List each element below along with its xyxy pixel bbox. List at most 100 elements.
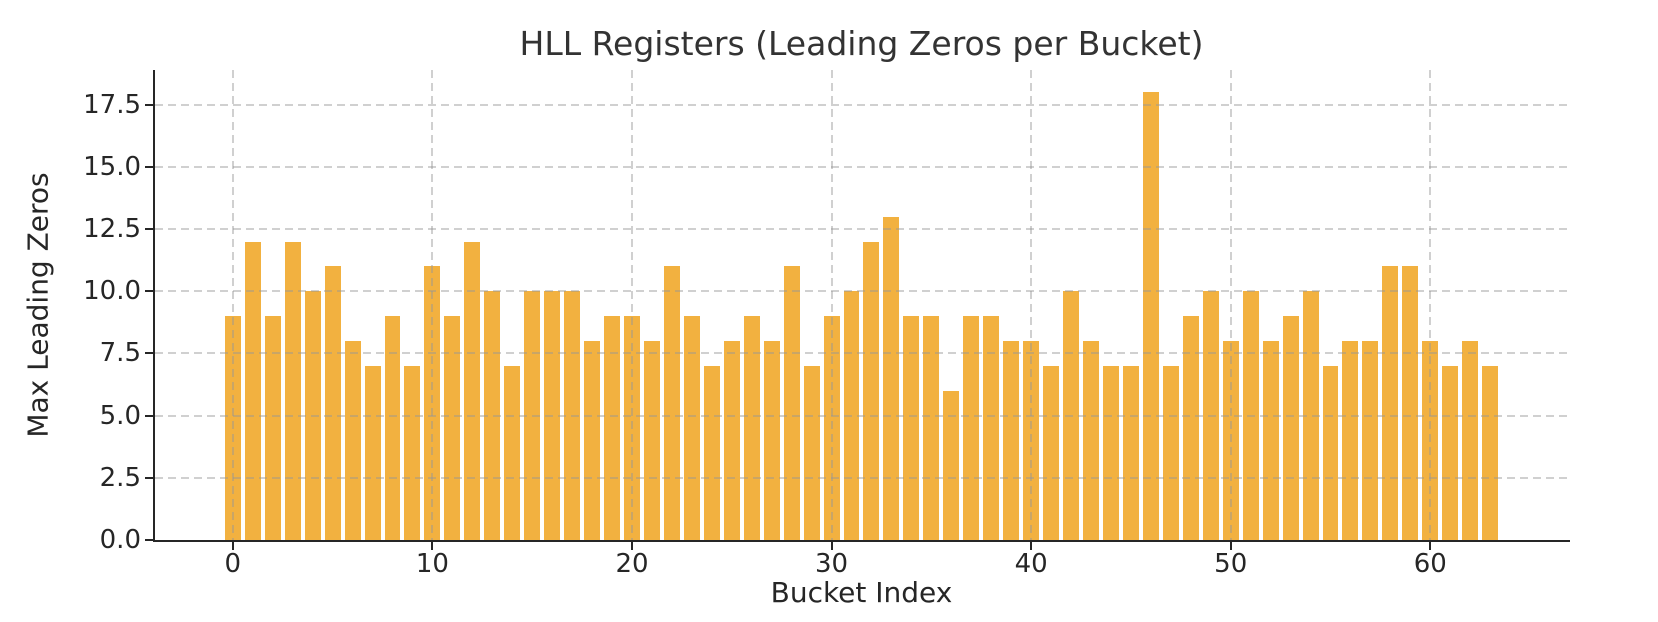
y-tick-label: 0.0	[99, 525, 141, 555]
bar-bucket-22	[663, 266, 680, 540]
bar-bucket-57	[1362, 341, 1379, 540]
h-gridline-10.0	[155, 290, 1568, 293]
chart-title: HLL Registers (Leading Zeros per Bucket)	[519, 24, 1204, 63]
bar-bucket-62	[1462, 341, 1479, 540]
y-tick-mark	[145, 414, 153, 417]
plot-area	[155, 70, 1568, 540]
x-tick-mark	[830, 542, 833, 550]
y-tick-label: 5.0	[99, 400, 141, 431]
bar-bucket-37	[963, 316, 980, 540]
v-gridline-10	[431, 70, 434, 540]
bar-bucket-45	[1122, 365, 1139, 540]
y-tick-label: 12.5	[83, 214, 141, 245]
h-gridline-12.5	[155, 228, 1568, 231]
bar-bucket-60	[1422, 341, 1439, 540]
bar-bucket-54	[1302, 291, 1319, 540]
y-tick-label: 2.5	[99, 462, 141, 493]
bar-bucket-36	[943, 390, 960, 540]
bar-bucket-46	[1142, 92, 1159, 540]
bar-bucket-24	[703, 365, 720, 540]
x-tick-mark	[1429, 542, 1432, 550]
bar-bucket-6	[344, 341, 361, 540]
bar-bucket-38	[983, 316, 1000, 540]
bar-bucket-21	[643, 341, 660, 540]
bar-bucket-0	[224, 316, 241, 540]
bar-bucket-29	[803, 365, 820, 540]
bar-bucket-48	[1182, 316, 1199, 540]
bar-bucket-44	[1102, 365, 1119, 540]
bar-bucket-59	[1402, 266, 1419, 540]
v-gridline-30	[830, 70, 833, 540]
bar-bucket-16	[544, 291, 561, 540]
bar-bucket-9	[404, 365, 421, 540]
bar-bucket-31	[843, 291, 860, 540]
y-tick-mark	[145, 165, 153, 168]
x-tick-label: 0	[224, 549, 242, 579]
x-tick-mark	[630, 542, 633, 550]
bar-bucket-5	[324, 266, 341, 540]
bar-bucket-25	[723, 341, 740, 540]
y-tick-label: 15.0	[83, 151, 141, 182]
bar-bucket-7	[364, 365, 381, 540]
bar-bucket-27	[763, 341, 780, 540]
bar-bucket-49	[1202, 291, 1219, 540]
h-gridline-17.5	[155, 103, 1568, 106]
y-tick-label: 10.0	[83, 276, 141, 307]
bar-bucket-47	[1162, 365, 1179, 540]
x-tick-label: 40	[1014, 549, 1048, 579]
bar-bucket-39	[1003, 341, 1020, 540]
bar-bucket-2	[264, 316, 281, 540]
bar-bucket-20	[624, 316, 640, 540]
bar-bucket-8	[384, 316, 401, 540]
bar-bucket-18	[584, 341, 601, 540]
v-gridline-20	[630, 70, 633, 540]
x-tick-mark	[1229, 542, 1232, 550]
bar-bucket-30	[823, 316, 840, 540]
bar-bucket-32	[863, 241, 880, 540]
bar-bucket-3	[284, 241, 301, 540]
x-axis-label: Bucket Index	[770, 576, 953, 609]
h-gridline-15.0	[155, 165, 1568, 168]
bar-bucket-4	[304, 291, 321, 540]
v-gridline-0	[231, 70, 234, 540]
y-axis-spine	[153, 70, 155, 542]
bar-bucket-51	[1242, 291, 1259, 540]
bar-bucket-34	[903, 316, 920, 540]
bar-bucket-61	[1442, 365, 1459, 540]
bar-bucket-56	[1342, 341, 1359, 540]
bar-bucket-50	[1222, 341, 1239, 540]
h-gridline-5.0	[155, 414, 1568, 417]
bar-bucket-26	[743, 316, 760, 540]
y-tick-mark	[145, 539, 153, 541]
x-tick-label: 60	[1413, 549, 1447, 579]
bar-bucket-19	[604, 316, 620, 540]
bar-bucket-58	[1382, 266, 1399, 540]
bar-bucket-15	[524, 291, 541, 540]
y-tick-mark	[145, 290, 153, 293]
bar-bucket-55	[1322, 365, 1339, 540]
y-tick-mark	[145, 352, 153, 355]
bar-bucket-35	[923, 316, 940, 540]
bar-bucket-41	[1043, 365, 1060, 540]
y-tick-mark	[145, 103, 153, 106]
bar-bucket-14	[504, 365, 521, 540]
x-tick-label: 30	[815, 549, 849, 579]
bar-bucket-13	[484, 291, 501, 540]
h-gridline-7.5	[155, 352, 1568, 355]
y-tick-label: 7.5	[99, 338, 141, 369]
x-tick-mark	[1030, 542, 1033, 550]
h-gridline-2.5	[155, 476, 1568, 479]
y-tick-mark	[145, 228, 153, 231]
bar-bucket-11	[444, 316, 461, 540]
x-axis-spine	[153, 540, 1570, 542]
bar-bucket-12	[464, 241, 481, 540]
bar-bucket-1	[244, 241, 261, 540]
bar-bucket-28	[783, 266, 800, 540]
v-gridline-50	[1229, 70, 1232, 540]
bar-bucket-40	[1023, 341, 1040, 540]
bar-bucket-42	[1063, 291, 1080, 540]
y-tick-label: 17.5	[83, 89, 141, 120]
bar-bucket-33	[883, 216, 900, 540]
bar-bucket-53	[1282, 316, 1299, 540]
